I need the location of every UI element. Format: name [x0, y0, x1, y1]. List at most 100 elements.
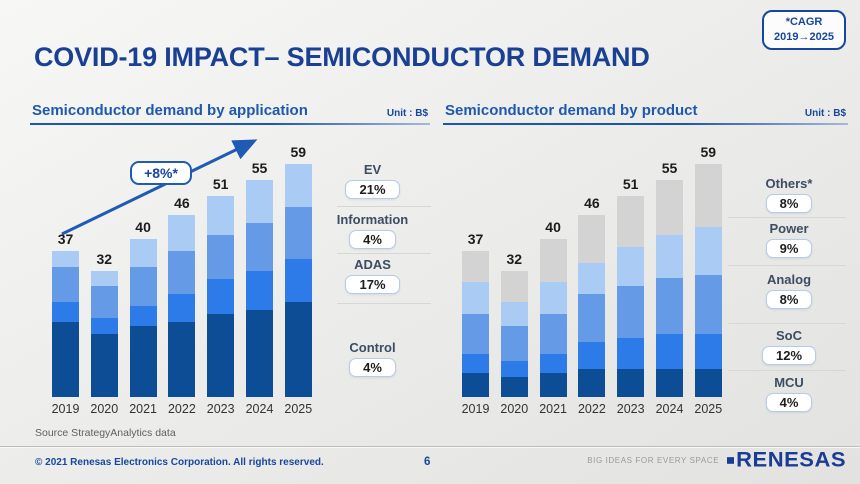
bar-segment-soc — [578, 341, 606, 370]
bar-value-label: 37 — [57, 230, 74, 247]
stacked-bar: 59 — [694, 144, 722, 397]
legend-label: SoC — [776, 328, 802, 343]
legend-value-badge: 4% — [349, 230, 396, 249]
x-axis-label: 2024 — [655, 402, 684, 416]
legend-value-badge: 4% — [349, 358, 396, 377]
bar-segment-information — [52, 266, 79, 303]
x-axis-label: 2025 — [284, 402, 313, 416]
legend-group-power: Power 9% — [730, 221, 848, 258]
bar-segment-others — [462, 250, 489, 283]
bar-segment-ev — [246, 179, 273, 224]
bar-segment-mcu — [617, 369, 645, 397]
unit-label: Unit : B$ — [386, 108, 428, 119]
legend-value-badge: 8% — [765, 290, 813, 309]
bar-segment-soc — [539, 353, 567, 374]
cagr-annotation-badge: +8%* — [130, 161, 192, 185]
x-axis-label: 2019 — [461, 402, 490, 416]
legend-label: Analog — [766, 272, 812, 287]
legend-group-adas: ADAS 17% — [315, 257, 430, 294]
legend-group-others: Others* 8% — [730, 176, 848, 213]
cagr-note-line2: 2019→2025 — [774, 30, 834, 43]
legend-group-ev: EV 21% — [315, 162, 430, 199]
bar-segment-ev — [284, 163, 312, 208]
bar-segment-mcu — [694, 369, 722, 397]
bar-segment-power — [578, 262, 606, 295]
x-axis-label: 2020 — [90, 402, 119, 416]
chart-demand-by-application: Semiconductor demand by application Unit… — [30, 100, 431, 440]
bar-segment-soc — [617, 337, 645, 370]
bar-segment-analog — [500, 325, 528, 362]
legend-divider — [337, 206, 431, 207]
bars-area: 37 2019 32 2020 40 2021 46 2022 51 2023 55 2024 59 20… — [443, 100, 848, 416]
bar-value-label: 55 — [251, 159, 268, 176]
bar-segment-control — [90, 333, 118, 397]
bar-value-label: 37 — [467, 230, 484, 247]
legend-divider — [728, 217, 846, 218]
bar-value-label: 40 — [135, 219, 151, 235]
legend-label: EV — [363, 162, 382, 177]
copyright-text: © 2021 Renesas Electronics Corporation. … — [35, 457, 324, 468]
legend-divider — [337, 303, 431, 304]
bar-segment-control — [207, 314, 235, 397]
legend-label: ADAS — [354, 257, 391, 272]
bar-segment-analog — [617, 286, 645, 338]
bar-segment-adas — [207, 278, 235, 315]
bar-segment-mcu — [656, 369, 683, 397]
title-underline — [30, 123, 430, 125]
cagr-note-line1: *CAGR — [785, 16, 823, 28]
bar-segment-information — [207, 235, 235, 279]
legend-value-badge: 4% — [765, 393, 813, 412]
stacked-bar: 40 — [129, 219, 157, 397]
x-axis-label: 2021 — [129, 402, 157, 416]
bar-value-label: 32 — [96, 250, 113, 267]
legend-value-badge: 17% — [345, 275, 400, 294]
legend-divider — [337, 253, 431, 254]
bar-segment-ev — [90, 270, 118, 287]
legend-divider — [728, 265, 846, 266]
bar-segment-information — [168, 250, 196, 295]
bar-segment-control — [284, 302, 312, 397]
stacked-bar: 32 — [500, 251, 528, 397]
legend-group-control: Control 4% — [315, 340, 430, 377]
bar-value-label: 40 — [545, 219, 561, 235]
bar-segment-ev — [168, 215, 196, 251]
bar-segment-analog — [656, 278, 683, 334]
x-axis-label: 2023 — [206, 402, 235, 416]
brand-area: BIG IDEAS FOR EVERY SPACE RENESAS — [587, 449, 846, 471]
stacked-bar: 46 — [168, 195, 196, 397]
stacked-bar: 32 — [90, 251, 118, 397]
x-axis-label: 2024 — [245, 402, 274, 416]
legend-divider — [728, 370, 846, 371]
bar-segment-analog — [462, 314, 489, 354]
legend-value-badge: 21% — [345, 180, 400, 199]
x-axis-label: 2025 — [694, 402, 723, 416]
x-axis-label: 2023 — [616, 402, 645, 416]
x-axis-label: 2021 — [539, 402, 567, 416]
bar-segment-others — [539, 239, 567, 283]
x-axis-label: 2022 — [167, 402, 196, 416]
bar-segment-ev — [52, 250, 79, 267]
bar-segment-adas — [246, 270, 273, 311]
bar-segment-soc — [694, 333, 722, 370]
legend-group-analog: Analog 8% — [730, 272, 848, 309]
stacked-bar: 51 — [617, 176, 645, 397]
legend-zone: EV 21% Information 4% ADAS 17% Control 4% — [315, 100, 431, 440]
bar-segment-power — [694, 227, 722, 275]
bar-segment-analog — [578, 294, 606, 342]
bar-segment-adas — [90, 318, 118, 334]
renesas-logo-mark-icon — [727, 457, 735, 464]
stacked-bar: 37 — [52, 231, 79, 397]
bar-segment-information — [90, 286, 118, 318]
bar-segment-power — [617, 246, 645, 287]
chart-title: Semiconductor demand by application — [32, 102, 308, 119]
bar-segment-information — [284, 207, 312, 259]
footer-divider — [0, 446, 860, 448]
legend-value-badge: 8% — [765, 194, 813, 213]
bar-value-label: 59 — [290, 143, 307, 160]
legend-label: Others* — [765, 176, 813, 191]
bar-segment-information — [129, 266, 157, 307]
x-axis-label: 2020 — [500, 402, 529, 416]
bars-area: 37 2019 32 2020 40 2021 46 2022 51 2023 55 2024 59 20… — [30, 100, 430, 416]
stacked-bar: 40 — [539, 219, 567, 397]
title-underline — [443, 123, 848, 125]
